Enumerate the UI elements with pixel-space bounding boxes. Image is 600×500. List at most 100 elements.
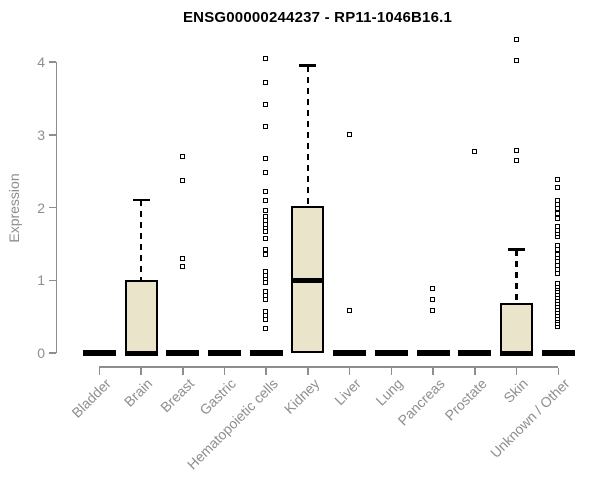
outlier-point (263, 156, 269, 162)
outlier-point (179, 178, 185, 184)
y-tick-label: 4 (37, 54, 45, 70)
y-axis-line (55, 62, 57, 353)
x-tick-mark (98, 367, 101, 375)
outlier-point (555, 177, 561, 183)
outlier-point (430, 285, 436, 291)
y-tick-mark (48, 134, 56, 136)
y-tick-mark (48, 61, 56, 63)
outlier-point (430, 307, 436, 313)
y-tick-mark (48, 279, 56, 281)
y-tick-label: 0 (37, 345, 45, 361)
flat-box (166, 350, 200, 356)
flat-box (333, 350, 367, 356)
outlier-point (555, 197, 561, 203)
median-line (500, 350, 534, 356)
x-tick-mark (223, 367, 226, 375)
outlier-point (555, 210, 561, 216)
outlier-point (179, 255, 185, 261)
outlier-point (555, 242, 561, 248)
outlier-point (555, 202, 561, 208)
outlier-point (263, 289, 269, 295)
outlier-point (263, 79, 269, 85)
whisker-line (515, 249, 518, 303)
outlier-point (263, 101, 269, 107)
x-tick-label: Unknown / Other (487, 375, 573, 461)
x-tick-label: Brain (121, 375, 156, 410)
outlier-point (179, 154, 185, 160)
outlier-point (555, 223, 561, 229)
outlier-point (555, 184, 561, 190)
box-rect (500, 302, 534, 353)
outlier-point (263, 269, 269, 275)
x-tick-mark (307, 367, 309, 375)
x-tick-mark (182, 367, 184, 375)
y-tick-mark (48, 206, 56, 209)
outlier-point (263, 207, 269, 213)
x-tick-mark (265, 367, 267, 375)
flat-box (207, 350, 241, 356)
flat-box (416, 350, 450, 356)
outlier-point (263, 251, 269, 257)
x-tick-mark (474, 367, 476, 375)
outlier-point (263, 55, 269, 61)
outlier-point (513, 157, 519, 163)
box-rect (124, 280, 158, 353)
outlier-point (263, 235, 269, 241)
outlier-point (346, 308, 352, 314)
outlier-point (179, 263, 185, 269)
outlier-point (263, 188, 269, 194)
y-tick-label: 1 (37, 272, 45, 289)
median-line (291, 277, 325, 283)
chart-title: ENSG00000244237 - RP11-1046B16.1 (182, 9, 453, 26)
y-tick-mark (48, 352, 56, 354)
x-tick-mark (348, 367, 351, 375)
x-tick-mark (557, 367, 560, 375)
flat-box (82, 350, 116, 356)
outlier-point (555, 206, 561, 212)
flat-box (249, 350, 283, 356)
outlier-point (430, 296, 436, 302)
outlier-point (263, 313, 269, 319)
flat-box (458, 350, 492, 356)
x-tick-label: Prostate (441, 375, 490, 424)
x-tick-label: Liver (331, 375, 365, 409)
whisker-cap (508, 248, 526, 251)
x-tick-mark (432, 367, 434, 375)
outlier-point (555, 271, 561, 277)
x-tick-label: Skin (500, 375, 532, 406)
y-tick-label: 3 (37, 126, 45, 143)
outlier-point (263, 309, 269, 315)
whisker-cap (132, 198, 150, 202)
outlier-point (263, 325, 269, 331)
outlier-point (555, 263, 561, 269)
y-tick-label: 2 (37, 199, 45, 216)
outlier-point (263, 247, 269, 253)
x-tick-label: Breast (157, 375, 198, 416)
x-tick-label: Kidney (280, 375, 323, 417)
outlier-point (263, 170, 269, 176)
outlier-point (555, 280, 561, 286)
outlier-point (346, 131, 352, 137)
flat-box (541, 350, 575, 356)
x-tick-mark (515, 367, 518, 375)
outlier-point (513, 36, 519, 42)
x-axis-line (99, 366, 559, 368)
x-tick-mark (390, 367, 393, 375)
whisker-line (139, 200, 143, 281)
outlier-point (513, 58, 519, 64)
outlier-point (263, 214, 269, 220)
outlier-point (513, 147, 519, 153)
outlier-point (263, 123, 269, 129)
outlier-point (555, 247, 561, 253)
outlier-point (263, 297, 269, 303)
flat-box (374, 350, 408, 356)
x-tick-label: Lung (372, 375, 407, 409)
outlier-point (263, 198, 269, 204)
median-line (124, 350, 158, 356)
whisker-cap (299, 64, 317, 67)
outlier-point (555, 251, 561, 257)
outlier-point (555, 215, 561, 221)
outlier-point (471, 148, 477, 154)
whisker-line (306, 65, 310, 207)
